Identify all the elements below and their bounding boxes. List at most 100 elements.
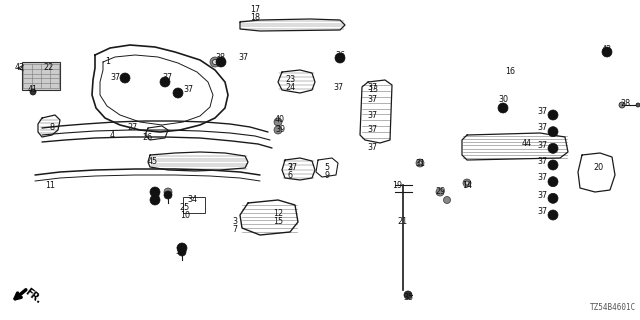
Text: 11: 11 [45,180,55,189]
Text: 42: 42 [15,63,25,73]
Text: 37: 37 [287,163,297,172]
Text: 43: 43 [602,45,612,54]
Circle shape [418,161,422,165]
Circle shape [636,103,640,107]
Bar [183,197,205,213]
Circle shape [173,88,183,98]
Text: 7: 7 [232,226,237,235]
Text: 31: 31 [415,158,425,167]
Text: 39: 39 [275,125,285,134]
Text: 13: 13 [368,85,378,94]
Circle shape [216,57,226,67]
Text: 10: 10 [180,211,190,220]
Text: 37: 37 [367,125,377,134]
Text: 30: 30 [498,95,508,105]
Text: 45: 45 [148,157,158,166]
Circle shape [120,73,130,83]
Text: 37: 37 [162,73,172,82]
Text: 37: 37 [537,173,547,182]
Circle shape [548,143,558,153]
Text: 26: 26 [142,133,152,142]
Circle shape [274,118,282,126]
Bar [22,62,60,90]
Text: 24: 24 [285,84,295,92]
Text: 29: 29 [435,188,445,196]
Text: 37: 37 [537,157,547,166]
Text: FR.: FR. [23,286,43,306]
Text: 21: 21 [397,218,407,227]
Text: 37: 37 [537,141,547,150]
Text: 22: 22 [43,63,53,73]
Circle shape [548,177,558,187]
Text: 27: 27 [128,124,138,132]
Text: 37: 37 [238,53,248,62]
Text: 20: 20 [593,164,603,172]
Circle shape [548,110,558,120]
Text: 3: 3 [232,218,237,227]
Text: 23: 23 [285,76,295,84]
Circle shape [150,195,160,205]
Text: 12: 12 [273,209,283,218]
Text: 41: 41 [28,85,38,94]
Circle shape [498,103,508,113]
Circle shape [602,47,612,57]
Text: 28: 28 [620,99,630,108]
Text: 16: 16 [505,68,515,76]
Circle shape [210,57,220,67]
Text: 35: 35 [403,293,413,302]
Circle shape [548,210,558,220]
Circle shape [178,248,186,256]
Text: 37: 37 [367,95,377,105]
Circle shape [274,126,282,134]
Text: 37: 37 [537,108,547,116]
Text: 18: 18 [250,13,260,22]
Text: 25: 25 [180,203,190,212]
Text: 37: 37 [110,73,120,82]
Text: 1: 1 [106,58,111,67]
Text: 37: 37 [333,84,343,92]
Circle shape [160,77,170,87]
Circle shape [548,193,558,203]
Text: 44: 44 [522,139,532,148]
Text: 17: 17 [250,5,260,14]
Circle shape [404,291,412,299]
Text: TZ54B4601C: TZ54B4601C [589,303,636,312]
Text: 37: 37 [367,143,377,153]
Text: 8: 8 [49,123,54,132]
Text: 4: 4 [109,131,115,140]
Text: 9: 9 [324,171,330,180]
Circle shape [436,188,444,196]
Text: 33: 33 [150,190,160,199]
Text: 37: 37 [537,124,547,132]
Text: 14: 14 [462,180,472,189]
Circle shape [463,179,471,187]
Text: 2: 2 [287,163,292,172]
Circle shape [150,187,160,197]
Circle shape [548,127,558,137]
Text: 19: 19 [392,180,402,189]
Circle shape [177,243,187,253]
Circle shape [619,102,625,108]
Circle shape [164,191,172,199]
Circle shape [416,159,424,167]
Circle shape [335,53,345,63]
Circle shape [444,196,451,204]
Text: 37: 37 [537,190,547,199]
Text: 40: 40 [275,116,285,124]
Text: 5: 5 [324,164,330,172]
Text: 32: 32 [175,247,185,257]
Circle shape [164,188,172,196]
Circle shape [30,89,36,95]
Text: 34: 34 [187,196,197,204]
Text: 37: 37 [183,85,193,94]
Text: 37: 37 [537,207,547,217]
Text: 6: 6 [287,171,292,180]
Circle shape [166,193,170,197]
Text: 15: 15 [273,217,283,226]
Circle shape [212,60,218,65]
Circle shape [465,181,469,185]
Text: 37: 37 [367,84,377,92]
Circle shape [548,160,558,170]
Text: 38: 38 [215,53,225,62]
Text: 36: 36 [335,51,345,60]
